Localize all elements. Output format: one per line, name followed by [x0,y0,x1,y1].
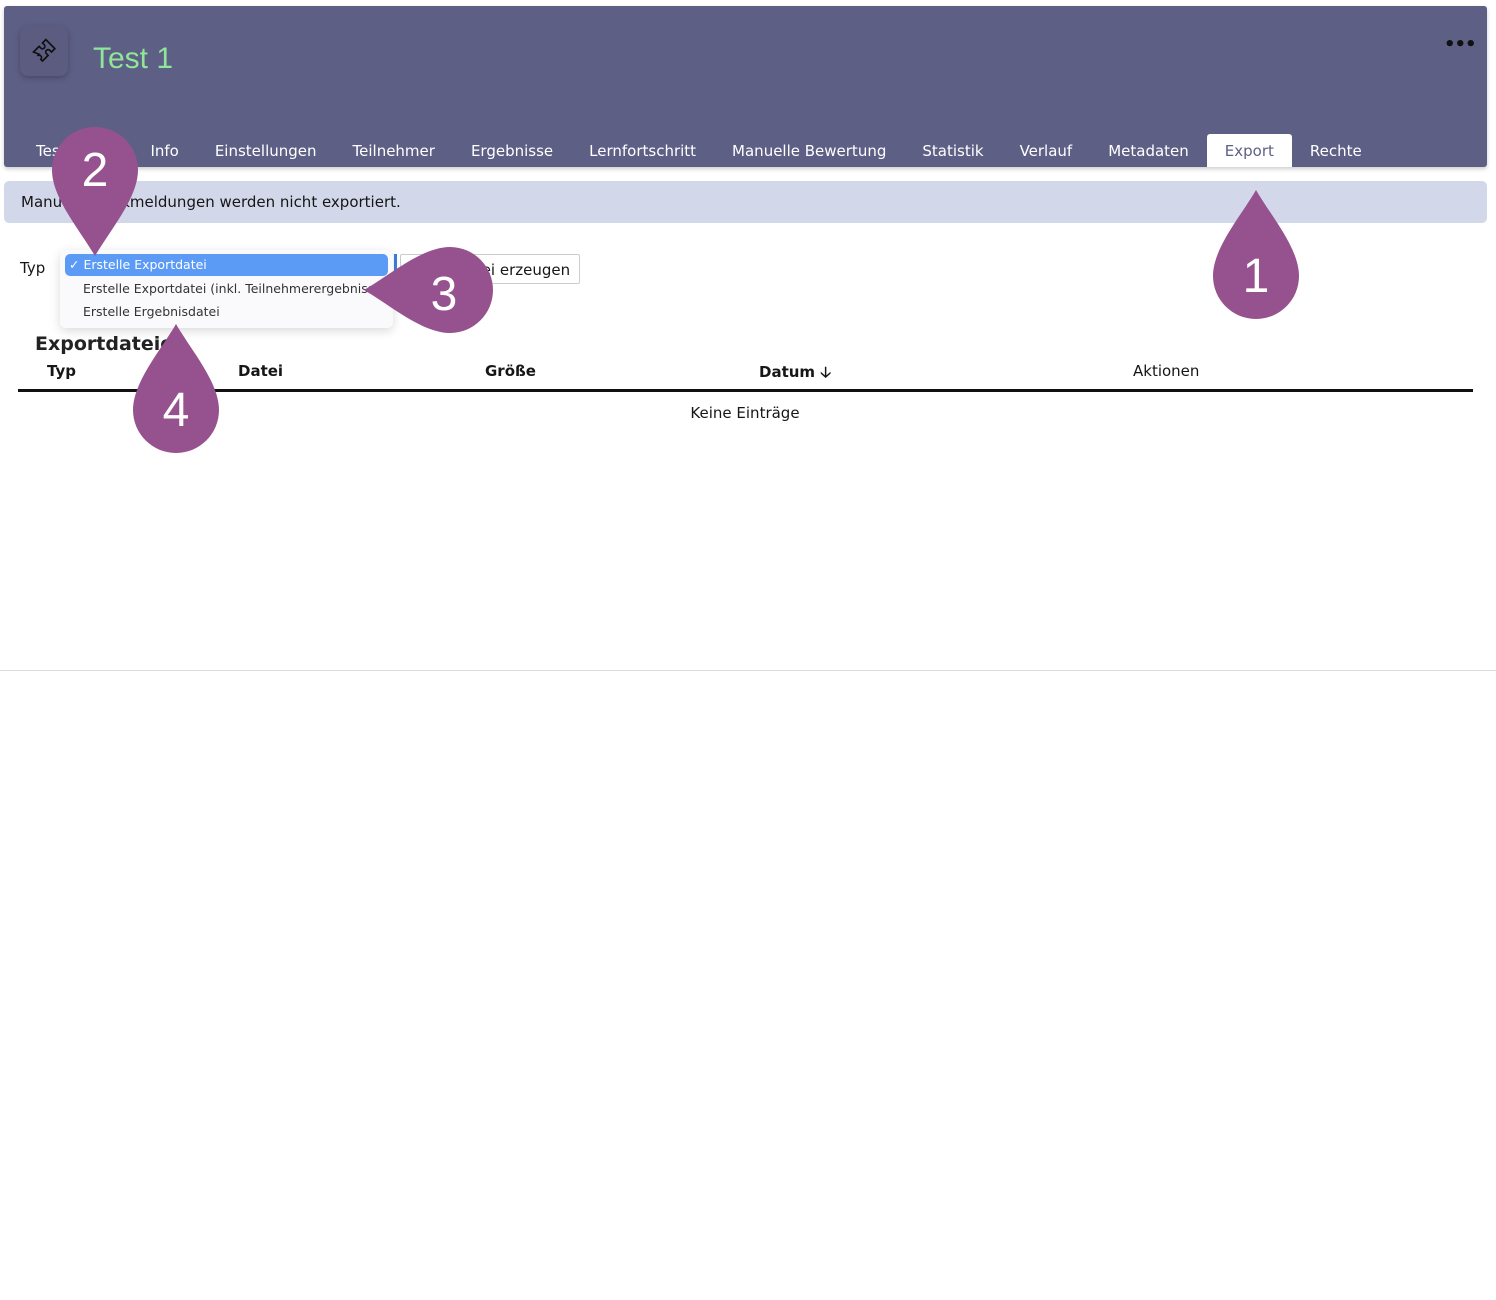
column-aktionen: Aktionen [1133,362,1200,380]
arrow-down-icon: 🡣 [820,363,832,381]
marker-2-label: 2 [82,144,109,197]
tab-info[interactable]: Info [150,142,179,160]
empty-message: Keine Einträge [690,404,800,422]
tab-lernfortschritt[interactable]: Lernfortschritt [589,142,697,160]
tab-export[interactable]: Export [1206,134,1292,167]
tab-statistik[interactable]: Statistik [922,142,984,160]
marker-1: 1 [1213,190,1299,319]
tab-rechte[interactable]: Rechte [1309,142,1362,160]
column-groesse[interactable]: Größe [485,362,536,380]
column-datei[interactable]: Datei [238,362,284,380]
marker-3: 3 [364,247,493,333]
table-header-divider [18,389,1473,392]
column-datum-label: Datum [759,363,816,381]
marker-4: 4 [133,324,219,453]
marker-3-label: 3 [431,268,458,321]
section-title: Exportdateien [35,333,187,355]
page-title: Test 1 [93,42,174,75]
ellipsis-icon[interactable]: ••• [1444,34,1477,55]
option-exportdatei[interactable]: ✓ Erstelle Exportdatei [65,254,388,276]
tab-metadaten[interactable]: Metadaten [1108,142,1189,160]
divider [0,670,1496,671]
marker-4-label: 4 [163,384,190,437]
column-typ[interactable]: Typ [47,362,76,380]
marker-1-label: 1 [1243,250,1270,303]
column-datum[interactable]: Datum 🡣 [759,362,831,387]
tab-teilnehmer[interactable]: Teilnehmer [352,142,435,160]
tab-manuelle-bewertung[interactable]: Manuelle Bewertung [732,142,887,160]
marker-2: 2 [52,127,138,256]
option-ergebnisdatei[interactable]: Erstelle Ergebnisdatei [83,304,220,319]
type-label: Typ [20,259,46,277]
tab-verlauf[interactable]: Verlauf [1019,142,1073,160]
option-exportdatei-inkl-ergebnisse[interactable]: Erstelle Exportdatei (inkl. Teilnehmerer… [83,281,387,296]
tab-einstellungen[interactable]: Einstellungen [214,142,317,160]
focus-indicator [394,254,397,284]
export-type-dropdown[interactable]: ✓ Erstelle Exportdatei Erstelle Exportda… [60,250,397,328]
puzzle-icon [20,26,68,76]
tab-ergebnisse[interactable]: Ergebnisse [470,142,554,160]
